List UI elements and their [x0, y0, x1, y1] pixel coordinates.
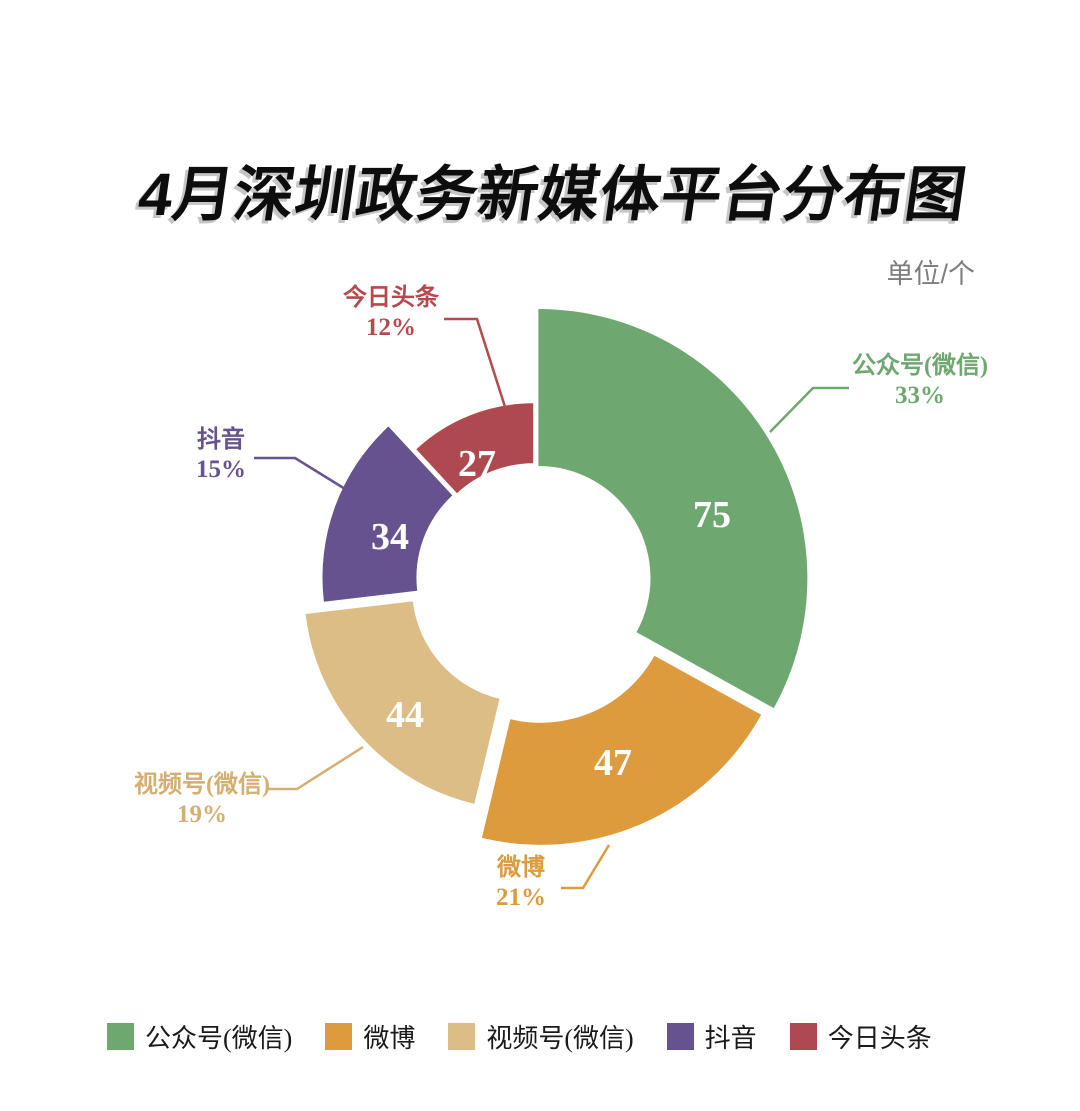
leader-line-toutiao [444, 317, 508, 411]
legend-swatch-weibo [325, 1023, 353, 1050]
slice-label-name: 公众号(微信) [852, 353, 988, 379]
slice-value-wechat-video: 44 [386, 694, 424, 736]
legend-label: 公众号(微信) [145, 1024, 293, 1053]
legend-label: 今日头条 [827, 1024, 932, 1053]
slice-value-toutiao: 27 [458, 443, 496, 485]
legend-swatch-wechat-official [107, 1023, 134, 1050]
slice-label-percent: 21% [496, 884, 546, 911]
pie-slice-wechat-official[interactable] [538, 309, 808, 709]
slice-label-name: 微博 [497, 855, 545, 881]
slice-value-weibo: 47 [594, 742, 632, 784]
legend-swatch-wechat-video [448, 1023, 476, 1050]
pie-slice-douyin[interactable] [322, 426, 453, 602]
pie-slice-wechat-video[interactable] [305, 601, 500, 804]
legend-item-weibo[interactable]: 微博 [325, 1018, 415, 1055]
leader-line-weibo [561, 844, 611, 890]
pie-slice-weibo[interactable] [481, 655, 762, 845]
slice-value-wechat-official: 75 [693, 494, 731, 536]
legend-swatch-toutiao [789, 1023, 817, 1050]
slice-label-weibo: 微博 21% [496, 854, 546, 912]
slice-label-percent: 19% [176, 801, 227, 828]
leader-line-douyin [254, 456, 351, 494]
slice-label-name: 视频号(微信) [134, 772, 270, 798]
slice-label-name: 今日头条 [343, 285, 439, 311]
leader-line-wechat-official [769, 386, 849, 433]
slice-label-name: 抖音 [197, 427, 245, 453]
legend-item-wechat-official[interactable]: 公众号(微信) [107, 1018, 292, 1055]
slice-value-douyin: 34 [371, 516, 409, 558]
legend-label: 微博 [363, 1024, 416, 1053]
slice-label-percent: 15% [196, 456, 246, 483]
legend-label: 视频号(微信) [486, 1024, 634, 1053]
legend-item-douyin[interactable]: 抖音 [666, 1018, 757, 1055]
slice-label-douyin: 抖音 15% [196, 426, 246, 484]
legend-swatch-douyin [666, 1023, 694, 1050]
slice-label-percent: 12% [366, 314, 416, 341]
unit-label: 单位/个 [886, 259, 975, 289]
legend-item-toutiao[interactable]: 今日头条 [789, 1018, 932, 1055]
slice-label-wechat-official: 公众号(微信) 33% [852, 352, 988, 410]
legend-label: 抖音 [704, 1024, 757, 1053]
pie-slice-toutiao[interactable] [416, 403, 534, 494]
legend: 公众号(微信) 微博 视频号(微信) 抖音 今日头条 [107, 1018, 932, 1055]
leader-line-wechat-video [266, 745, 364, 791]
slice-label-wechat-video: 视频号(微信) 19% [134, 771, 270, 829]
slice-label-percent: 33% [894, 382, 945, 409]
legend-item-wechat-video[interactable]: 视频号(微信) [448, 1018, 634, 1055]
slice-label-toutiao: 今日头条 12% [343, 284, 439, 342]
